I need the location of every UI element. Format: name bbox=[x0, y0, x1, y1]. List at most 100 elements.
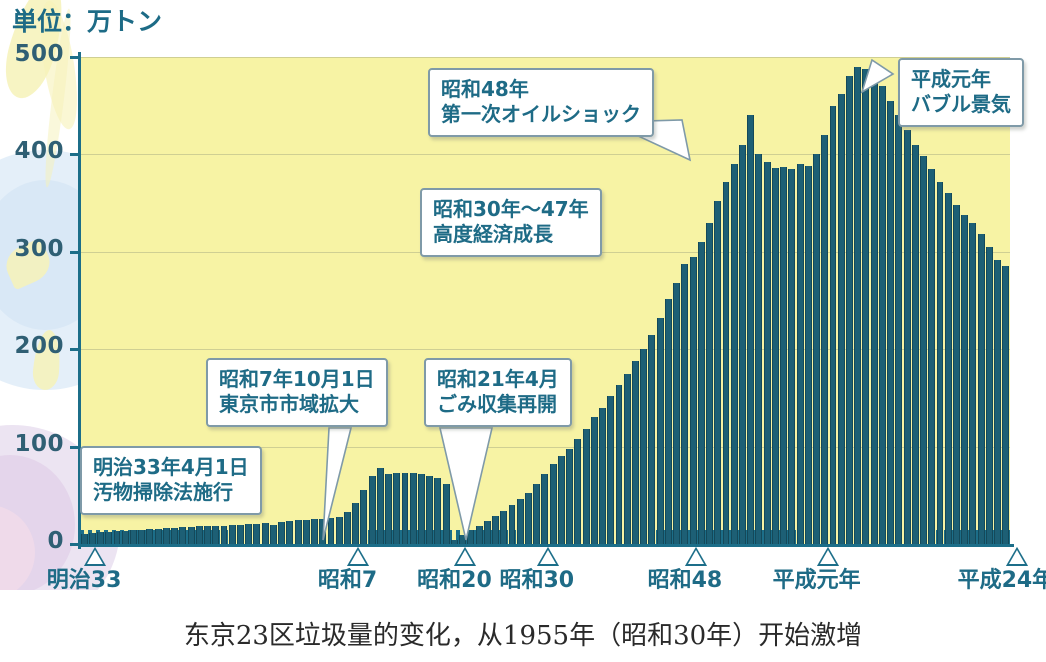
bar bbox=[615, 385, 623, 544]
bar bbox=[903, 130, 911, 544]
bar bbox=[796, 164, 804, 544]
bar bbox=[557, 456, 565, 544]
bar bbox=[434, 477, 442, 544]
bar bbox=[985, 246, 993, 544]
bar bbox=[492, 515, 500, 544]
callout-showa7[interactable]: 昭和7年10月1日 東京市市域拡大 bbox=[206, 358, 388, 427]
bar bbox=[739, 144, 746, 544]
bar bbox=[623, 373, 631, 544]
gridline bbox=[80, 57, 1010, 58]
bar bbox=[837, 94, 845, 544]
bar-series bbox=[80, 57, 1010, 544]
bar bbox=[755, 154, 763, 544]
bar bbox=[393, 472, 401, 544]
bar bbox=[656, 318, 664, 544]
bar bbox=[821, 134, 829, 544]
bar bbox=[261, 522, 269, 544]
gridline bbox=[80, 349, 1010, 351]
bar bbox=[961, 214, 969, 544]
bar bbox=[352, 503, 360, 544]
bar bbox=[302, 519, 310, 544]
bar bbox=[944, 193, 952, 544]
figure-caption: 东京23区垃圾量的变化，从1955年（昭和30年）开始激增 bbox=[0, 604, 1046, 662]
bar bbox=[442, 483, 450, 544]
bar bbox=[154, 529, 162, 544]
x-axis-label: 平成24年 bbox=[957, 568, 1046, 593]
callout-showa48-line1: 昭和48年 bbox=[441, 77, 529, 101]
bar bbox=[286, 520, 294, 544]
bar bbox=[599, 407, 607, 544]
bar bbox=[870, 66, 878, 544]
bar bbox=[804, 166, 812, 544]
callout-showa21[interactable]: 昭和21年4月 ごみ収集再開 bbox=[424, 358, 572, 427]
bar bbox=[607, 395, 615, 544]
bar bbox=[508, 505, 516, 544]
bar bbox=[681, 263, 689, 544]
bar bbox=[706, 222, 713, 544]
bar bbox=[697, 242, 705, 544]
bar bbox=[360, 490, 368, 544]
bar bbox=[80, 534, 88, 544]
callout-meiji33[interactable]: 明治33年4月1日 汚物掃除法施行 bbox=[80, 446, 262, 515]
bar bbox=[747, 115, 755, 544]
caption-divider bbox=[0, 590, 1046, 604]
bar bbox=[640, 349, 648, 544]
x-axis-marker-triangle bbox=[84, 547, 107, 566]
callout-showa7-line2: 東京市市域拡大 bbox=[219, 392, 359, 416]
bar bbox=[1002, 266, 1010, 544]
y-axis-tick bbox=[70, 153, 80, 157]
y-axis-label: 300 bbox=[14, 235, 64, 262]
x-axis-marker-triangle bbox=[536, 547, 559, 566]
bar bbox=[928, 169, 936, 544]
callout-showa7-line1: 昭和7年10月1日 bbox=[219, 367, 375, 391]
bar bbox=[294, 519, 302, 544]
x-axis-label: 昭和20 bbox=[417, 568, 492, 593]
callout-showa48[interactable]: 昭和48年 第一次オイルショック bbox=[428, 68, 654, 137]
bar bbox=[969, 222, 977, 544]
gridline bbox=[80, 446, 1010, 448]
bar bbox=[236, 524, 244, 544]
bar bbox=[368, 475, 376, 544]
bar bbox=[475, 526, 483, 544]
x-axis-marker-triangle bbox=[816, 547, 839, 566]
bar bbox=[590, 417, 598, 544]
y-axis-tick bbox=[70, 543, 80, 546]
bar bbox=[911, 144, 919, 544]
bar bbox=[895, 115, 903, 544]
bar bbox=[763, 162, 771, 544]
bar bbox=[113, 531, 121, 544]
callout-heisei1-line1: 平成元年 bbox=[911, 67, 991, 91]
bar bbox=[409, 472, 417, 544]
y-axis-label: 0 bbox=[47, 528, 64, 554]
bar bbox=[500, 510, 508, 544]
bar bbox=[878, 86, 886, 544]
bar bbox=[278, 521, 286, 544]
y-axis-label: 200 bbox=[14, 333, 64, 360]
bar bbox=[788, 169, 796, 544]
bar bbox=[162, 528, 170, 544]
bar bbox=[138, 530, 146, 544]
bar bbox=[854, 66, 862, 544]
bar bbox=[426, 475, 434, 544]
callout-showa21-line1: 昭和21年4月 bbox=[437, 367, 559, 391]
bar bbox=[459, 535, 467, 544]
bar bbox=[714, 201, 722, 544]
bar-chart: 単位：万トン 0 100 200 300 400 500 明治33 昭和7 昭和20 昭和30 昭… bbox=[12, 7, 1046, 593]
x-axis-line bbox=[78, 544, 1014, 547]
y-axis-label: 500 bbox=[14, 41, 64, 67]
callout-showa30[interactable]: 昭和30年～47年 高度経済成長 bbox=[420, 188, 602, 257]
bar bbox=[771, 168, 779, 544]
bar bbox=[376, 468, 384, 544]
bar bbox=[525, 493, 532, 544]
y-axis-label: 400 bbox=[14, 138, 64, 165]
x-axis-marker-triangle bbox=[684, 547, 707, 566]
x-axis-label: 昭和30 bbox=[499, 568, 575, 593]
bar bbox=[385, 473, 393, 544]
bar bbox=[920, 156, 927, 544]
bar bbox=[187, 527, 195, 544]
bar bbox=[722, 181, 730, 544]
y-axis-tick bbox=[70, 348, 80, 352]
bar bbox=[862, 68, 870, 544]
bar bbox=[887, 100, 895, 544]
callout-heisei1[interactable]: 平成元年 バブル景気 bbox=[898, 58, 1024, 127]
